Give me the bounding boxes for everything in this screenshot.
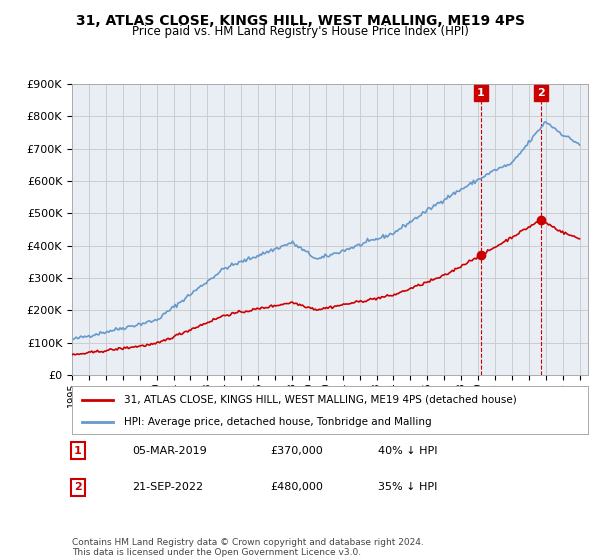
- Text: Price paid vs. HM Land Registry's House Price Index (HPI): Price paid vs. HM Land Registry's House …: [131, 25, 469, 38]
- Text: 05-MAR-2019: 05-MAR-2019: [132, 446, 207, 456]
- Text: 21-SEP-2022: 21-SEP-2022: [132, 482, 203, 492]
- Text: 2: 2: [74, 482, 82, 492]
- Text: £370,000: £370,000: [270, 446, 323, 456]
- Text: Contains HM Land Registry data © Crown copyright and database right 2024.
This d: Contains HM Land Registry data © Crown c…: [72, 538, 424, 557]
- Text: 1: 1: [74, 446, 82, 456]
- Text: 40% ↓ HPI: 40% ↓ HPI: [378, 446, 437, 456]
- Text: 31, ATLAS CLOSE, KINGS HILL, WEST MALLING, ME19 4PS (detached house): 31, ATLAS CLOSE, KINGS HILL, WEST MALLIN…: [124, 395, 517, 405]
- Text: 31, ATLAS CLOSE, KINGS HILL, WEST MALLING, ME19 4PS: 31, ATLAS CLOSE, KINGS HILL, WEST MALLIN…: [76, 14, 524, 28]
- Text: 35% ↓ HPI: 35% ↓ HPI: [378, 482, 437, 492]
- Text: 2: 2: [537, 88, 545, 98]
- Text: £480,000: £480,000: [270, 482, 323, 492]
- Text: 1: 1: [477, 88, 485, 98]
- Text: HPI: Average price, detached house, Tonbridge and Malling: HPI: Average price, detached house, Tonb…: [124, 417, 431, 427]
